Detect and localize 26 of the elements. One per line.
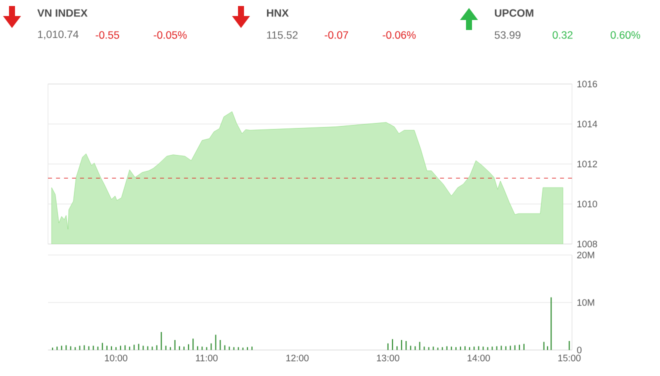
text: UPCOM: [494, 9, 534, 17]
y-tick-label: 0: [577, 346, 582, 354]
text: HNX: [266, 9, 289, 17]
data-label: -0.05%: [154, 31, 187, 39]
y-tick-label: 10M: [577, 299, 594, 306]
data-label: 0.60%: [610, 31, 640, 39]
text: VN INDEX: [37, 9, 88, 17]
x-tick-label: 14:00: [468, 354, 490, 362]
x-tick-label: 12:00: [286, 354, 309, 362]
data-label: 0.32: [552, 31, 572, 39]
data-label: -0.55: [96, 31, 120, 39]
y-tick-label: 1012: [577, 160, 598, 168]
x-tick-label: 11:00: [196, 354, 218, 362]
data-label: 115.52: [267, 31, 298, 39]
y-tick-label: 20M: [577, 252, 594, 258]
y-tick-label: 1014: [577, 120, 598, 128]
data-label: -0.06%: [382, 31, 416, 39]
y-tick-label: 1008: [577, 240, 598, 248]
x-tick-label: 13:00: [377, 354, 400, 362]
y-tick-label: 1010: [577, 200, 598, 208]
x-tick-label: 15:00: [558, 354, 581, 362]
x-tick-label: 10:00: [105, 354, 128, 362]
data-label: -0.07: [324, 31, 348, 39]
data-label: 53.99: [494, 31, 520, 39]
y-tick-label: 1016: [577, 80, 598, 88]
data-label: 1,010.74: [38, 30, 78, 40]
